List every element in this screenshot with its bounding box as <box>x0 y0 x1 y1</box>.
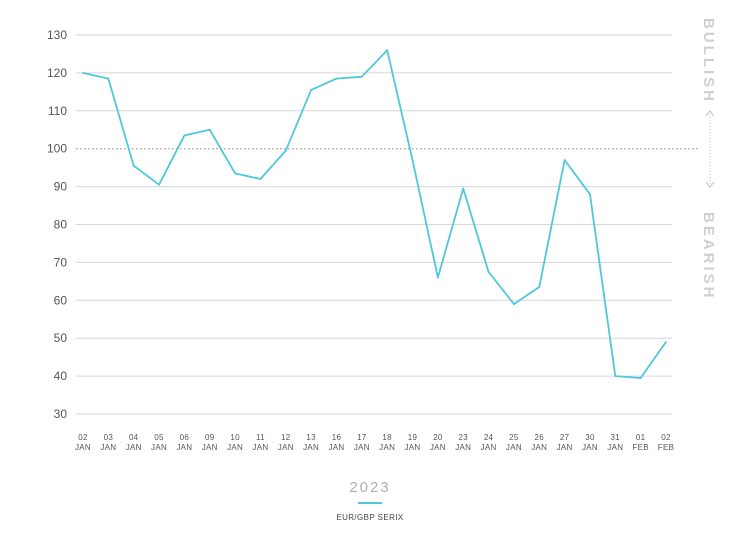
data-point <box>639 377 642 379</box>
data-point <box>284 149 287 152</box>
data-point <box>82 72 84 74</box>
data-point <box>589 193 591 196</box>
legend-label: EUR/GBP SERIX <box>336 513 404 522</box>
data-point <box>183 134 186 137</box>
x-tick-label: 18 JAN <box>379 433 395 452</box>
data-point <box>259 178 262 180</box>
data-point <box>411 159 414 161</box>
data-point <box>538 286 541 288</box>
y-axis: 30 40 50 60 70 80 90 100 110 120 130 <box>47 28 67 421</box>
x-tick-label: 17 JAN <box>354 433 370 452</box>
data-point <box>487 270 490 273</box>
x-tick-label: 27 JAN <box>557 433 573 452</box>
x-tick-label: 13 JAN <box>303 433 319 452</box>
data-point <box>614 375 617 377</box>
y-tick-label: 40 <box>54 369 68 383</box>
x-tick-label: 05 JAN <box>151 433 167 452</box>
data-point <box>132 164 135 167</box>
x-tick-label: 09 JAN <box>202 433 218 452</box>
bearish-label: BEARISH <box>700 212 717 301</box>
x-tick-label: 31 JAN <box>607 433 623 452</box>
data-point <box>158 183 160 186</box>
data-point <box>462 187 465 190</box>
data-point <box>386 49 389 52</box>
x-tick-label: 26 JAN <box>531 433 547 452</box>
y-tick-label: 60 <box>54 293 68 307</box>
x-tick-label: 11 JAN <box>252 433 268 452</box>
x-tick-label: 25 JAN <box>506 433 522 452</box>
x-tick-label: 30 JAN <box>582 433 598 452</box>
grid-lines <box>76 34 672 415</box>
x-tick-label: 24 JAN <box>481 433 497 452</box>
bullish-label: BULLISH <box>700 18 717 104</box>
data-point <box>107 77 110 80</box>
y-tick-label: 30 <box>54 407 68 421</box>
x-tick-label: 02 FEB <box>658 433 674 452</box>
x-tick-label: 16 JAN <box>328 433 344 452</box>
data-point <box>208 128 211 131</box>
x-tick-label: 02 JAN <box>75 433 91 452</box>
bullish-bearish-arrow <box>705 110 715 188</box>
data-point <box>436 276 439 279</box>
y-tick-label: 50 <box>54 331 68 345</box>
x-tick-label: 19 JAN <box>405 433 421 452</box>
data-point <box>310 89 313 91</box>
y-tick-label: 130 <box>47 28 67 42</box>
x-tick-label: 10 JAN <box>227 433 243 452</box>
x-tick-label: 20 JAN <box>430 433 446 452</box>
data-point <box>665 341 667 343</box>
x-tick-label: 06 JAN <box>176 433 192 452</box>
year-label: 2023 <box>349 479 390 496</box>
x-tick-label: 12 JAN <box>278 433 294 452</box>
x-tick-label: 03 JAN <box>100 433 116 452</box>
y-tick-label: 120 <box>47 66 67 80</box>
data-point <box>563 159 566 161</box>
x-tick-label: 23 JAN <box>455 433 471 452</box>
y-tick-label: 80 <box>54 218 68 232</box>
x-axis: 02 JAN 03 JAN 04 JAN 05 JAN 06 JAN 09 JAN 10 JAN 11 JAN… <box>75 433 674 452</box>
y-tick-label: 100 <box>47 142 67 156</box>
data-point <box>513 303 515 305</box>
data-point <box>335 77 338 80</box>
data-point <box>360 75 363 78</box>
y-tick-label: 110 <box>48 104 67 118</box>
series-points <box>82 49 667 379</box>
x-tick-label: 01 FEB <box>632 433 648 452</box>
y-tick-label: 90 <box>54 180 68 194</box>
x-tick-label: 04 JAN <box>126 433 142 452</box>
data-point <box>234 172 236 175</box>
series-line <box>82 49 667 379</box>
y-tick-label: 70 <box>54 255 68 269</box>
